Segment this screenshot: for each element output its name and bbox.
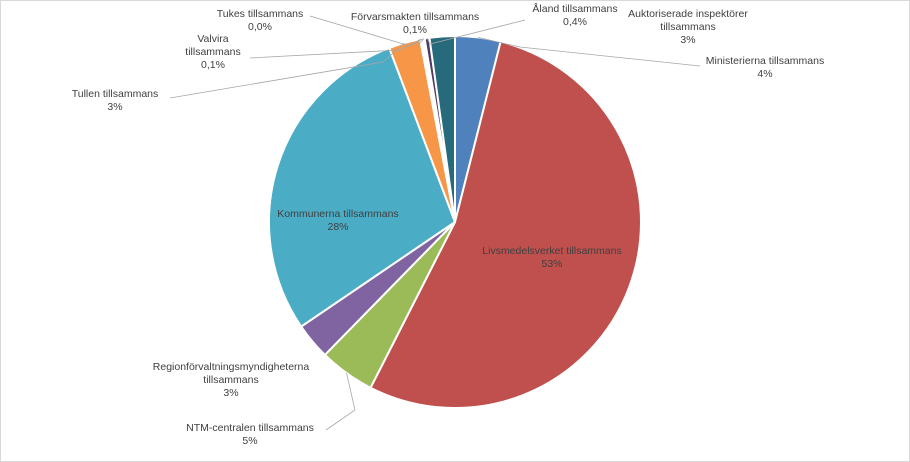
leader-line-tullen-tillsammans bbox=[169, 42, 405, 99]
pie-slice-auktoriserade-inspektorer-tillsammans bbox=[428, 34, 456, 223]
leader-line-ministerierna-tillsammans bbox=[477, 37, 701, 67]
leader-line-aland-tillsammans bbox=[426, 19, 526, 45]
leader-line-valvira-tillsammans bbox=[249, 38, 422, 59]
pie-slice-livsmedelsverket-tillsammans bbox=[369, 40, 642, 409]
data-label-tullen-tillsammans: Tullen tillsammans 3% bbox=[72, 88, 159, 113]
leader-line-tukes-tillsammans bbox=[309, 15, 423, 47]
data-label-ministerierna-tillsammans: Ministerierna tillsammans 4% bbox=[706, 55, 824, 80]
leader-line-ntm-centralen-tillsammans bbox=[325, 372, 356, 431]
data-label-livsmedelsverket-tillsammans: Livsmedelsverket tillsammans 53% bbox=[482, 245, 621, 270]
leader-line-forvarsmakten-tillsammans bbox=[417, 38, 425, 46]
data-label-ntm-centralen-tillsammans: NTM-centralen tillsammans 5% bbox=[186, 422, 314, 447]
data-label-tukes-tillsammans: Tukes tillsammans 0,0% bbox=[217, 8, 304, 33]
data-label-aland-tillsammans: Åland tillsammans 0,4% bbox=[532, 2, 617, 28]
data-label-valvira-tillsammans: Valvira tillsammans 0,1% bbox=[185, 33, 240, 71]
data-label-kommunerna-tillsammans: Kommunerna tillsammans 28% bbox=[277, 208, 398, 233]
data-label-auktoriserade-inspektorer-tillsammans: Auktoriserade inspektörer tillsammans 3% bbox=[628, 8, 748, 46]
data-label-forvarsmakten-tillsammans: Förvarsmakten tillsammans 0,1% bbox=[351, 11, 479, 36]
pie-slice-kommunerna-tillsammans bbox=[267, 46, 457, 328]
data-label-regionforvaltningsmyndigheterna-tillsammans: Regionförvaltningsmyndigheterna tillsamma… bbox=[153, 361, 310, 399]
